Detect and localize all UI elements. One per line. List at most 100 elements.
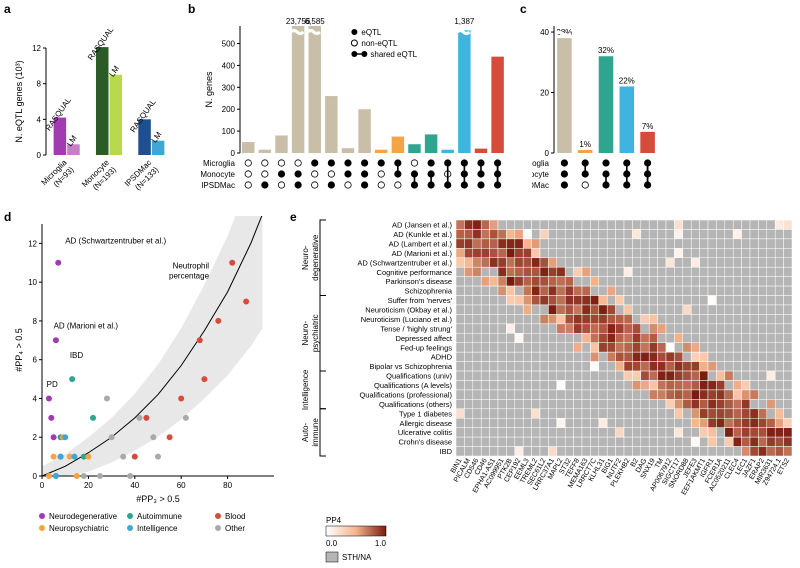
svg-text:AD (Marioni et al.): AD (Marioni et al.) (54, 322, 119, 331)
svg-text:Suffer from 'nerves': Suffer from 'nerves' (388, 296, 453, 305)
svg-text:8: 8 (33, 317, 38, 326)
svg-text:Monocyte(N=193): Monocyte(N=193) (80, 158, 118, 196)
svg-text:8: 8 (37, 80, 42, 89)
svg-text:Microglia: Microglia (203, 159, 236, 168)
svg-text:Depressed affect: Depressed affect (395, 334, 452, 343)
panel-a-chart: 04812N. eQTL genes (10³)RASQUALLMMicrogl… (12, 8, 177, 203)
svg-text:Qualifications (others): Qualifications (others) (379, 400, 452, 409)
svg-text:STH/NA: STH/NA (342, 553, 372, 562)
panel-label-d: d (4, 210, 11, 224)
svg-text:N. genes: N. genes (204, 71, 214, 108)
svg-text:shared eQTL: shared eQTL (370, 50, 417, 59)
svg-text:PP4: PP4 (326, 516, 342, 525)
svg-text:Schizophrenia: Schizophrenia (404, 287, 452, 296)
svg-text:60: 60 (177, 481, 186, 490)
panel-c-chart: 0204038%1%32%22%7%MicrogliaMonocyteIPSDM… (532, 8, 662, 203)
svg-text:22%: 22% (619, 76, 635, 85)
svg-text:Neutrophilpercentage: Neutrophilpercentage (169, 262, 210, 281)
svg-text:2: 2 (33, 433, 38, 442)
svg-text:#PP₄ > 0.5: #PP₄ > 0.5 (14, 328, 24, 371)
svg-text:Other: Other (225, 524, 245, 533)
svg-text:IPSDMac: IPSDMac (201, 181, 235, 190)
svg-text:eQTL: eQTL (361, 28, 382, 37)
svg-text:0: 0 (37, 151, 42, 160)
svg-text:400: 400 (222, 61, 236, 70)
svg-text:12: 12 (28, 239, 37, 248)
svg-text:Allergic disease: Allergic disease (399, 419, 452, 428)
panel-d-chart: 0 20 40 60 80 0 2 4 6 8 10 12 #PP₃ > 0.5 #PP₄ > 0.5 AD… (12, 216, 282, 566)
svg-text:32%: 32% (598, 46, 614, 55)
svg-text:0: 0 (33, 472, 38, 481)
svg-text:Autoimmune: Autoimmune (137, 512, 182, 521)
panel-e-heatmap: AD (Jansen et al.)AD (Kunkle et al.)AD (… (296, 216, 796, 566)
svg-text:40: 40 (540, 28, 549, 37)
svg-text:Neurodegenerative: Neurodegenerative (49, 512, 118, 521)
svg-text:Neuropsychiatric: Neuropsychiatric (49, 524, 109, 533)
svg-text:Tense / 'highly strung': Tense / 'highly strung' (380, 324, 452, 333)
svg-text:40: 40 (130, 481, 139, 490)
svg-text:Crohn's disease: Crohn's disease (398, 438, 452, 447)
svg-text:6: 6 (33, 356, 38, 365)
svg-text:Neuro-degenerative: Neuro-degenerative (301, 234, 320, 281)
svg-text:Qualifications (A levels): Qualifications (A levels) (374, 381, 452, 390)
svg-text:4: 4 (37, 115, 42, 124)
svg-text:IPSDMac: IPSDMac (532, 181, 549, 190)
svg-text:Type 1 diabetes: Type 1 diabetes (399, 409, 452, 418)
svg-text:Monocyte: Monocyte (532, 170, 550, 179)
svg-text:Auto-immune: Auto-immune (301, 418, 320, 447)
svg-text:Intelligence: Intelligence (137, 524, 178, 533)
svg-text:N. eQTL genes (10³): N. eQTL genes (10³) (14, 60, 24, 142)
svg-text:0: 0 (231, 149, 236, 158)
svg-text:500: 500 (222, 40, 236, 49)
svg-text:1.0: 1.0 (375, 539, 387, 548)
svg-text:4: 4 (33, 394, 38, 403)
svg-text:AD (Kunkle et al.): AD (Kunkle et al.) (393, 230, 452, 239)
svg-text:Neuroticism (Luciano et al.): Neuroticism (Luciano et al.) (361, 315, 453, 324)
svg-text:0.0: 0.0 (326, 539, 338, 548)
svg-text:20: 20 (540, 89, 549, 98)
svg-text:6,585: 6,585 (305, 17, 326, 26)
svg-text:Fed-up feelings: Fed-up feelings (400, 343, 452, 352)
svg-text:Bipolar vs Schizophrenia: Bipolar vs Schizophrenia (369, 362, 452, 371)
svg-text:Parkinson's disease: Parkinson's disease (386, 277, 452, 286)
svg-text:Microglia(N=93): Microglia(N=93) (40, 158, 76, 194)
svg-text:Microglia: Microglia (532, 159, 550, 168)
svg-text:1,387: 1,387 (454, 17, 475, 26)
panel-label-a: a (4, 2, 11, 16)
svg-text:AD (Schwartzentruber et al.): AD (Schwartzentruber et al.) (65, 236, 166, 245)
svg-text:Ulcerative colitis: Ulcerative colitis (398, 428, 452, 437)
svg-text:200: 200 (222, 105, 236, 114)
svg-text:Qualifications (univ): Qualifications (univ) (386, 372, 452, 381)
svg-text:Monocyte: Monocyte (200, 170, 235, 179)
svg-text:80: 80 (223, 481, 232, 490)
svg-text:ADHD: ADHD (431, 353, 453, 362)
svg-text:PD: PD (47, 380, 58, 389)
svg-text:#PP₃ > 0.5: #PP₃ > 0.5 (136, 494, 179, 504)
svg-text:Intelligence: Intelligence (301, 369, 310, 410)
svg-text:Cognitive performance: Cognitive performance (377, 268, 452, 277)
svg-text:Blood: Blood (225, 512, 245, 521)
svg-text:AD (Jansen et al.): AD (Jansen et al.) (392, 221, 453, 230)
svg-text:IBD: IBD (70, 351, 84, 360)
panel-label-b: b (188, 2, 195, 16)
panel-b-chart: 0100200300400500N. genes23,7566,5851,387… (200, 8, 510, 203)
svg-text:Qualifications (professional): Qualifications (professional) (359, 390, 452, 399)
svg-text:100: 100 (222, 127, 236, 136)
svg-text:IBD: IBD (439, 447, 452, 456)
svg-text:IPSDMac(N=133): IPSDMac(N=133) (123, 158, 161, 196)
svg-text:AD (Marioni et al.): AD (Marioni et al.) (392, 249, 453, 258)
svg-text:7%: 7% (642, 122, 654, 131)
svg-text:12: 12 (32, 44, 41, 53)
panel-label-c: c (520, 2, 527, 16)
svg-text:AD (Lambert et al.): AD (Lambert et al.) (389, 239, 453, 248)
svg-text:Neuro-psychiatric: Neuro-psychiatric (301, 314, 320, 352)
svg-text:0: 0 (545, 149, 550, 158)
svg-text:1%: 1% (579, 140, 591, 149)
svg-text:10: 10 (28, 278, 37, 287)
svg-text:0: 0 (40, 481, 45, 490)
svg-text:300: 300 (222, 83, 236, 92)
svg-text:20: 20 (84, 481, 93, 490)
svg-text:AD (Schwartzentruber et al.): AD (Schwartzentruber et al.) (357, 258, 452, 267)
svg-text:Neuroticism (Okbay et al.): Neuroticism (Okbay et al.) (365, 306, 452, 315)
svg-text:non-eQTL: non-eQTL (361, 39, 398, 48)
